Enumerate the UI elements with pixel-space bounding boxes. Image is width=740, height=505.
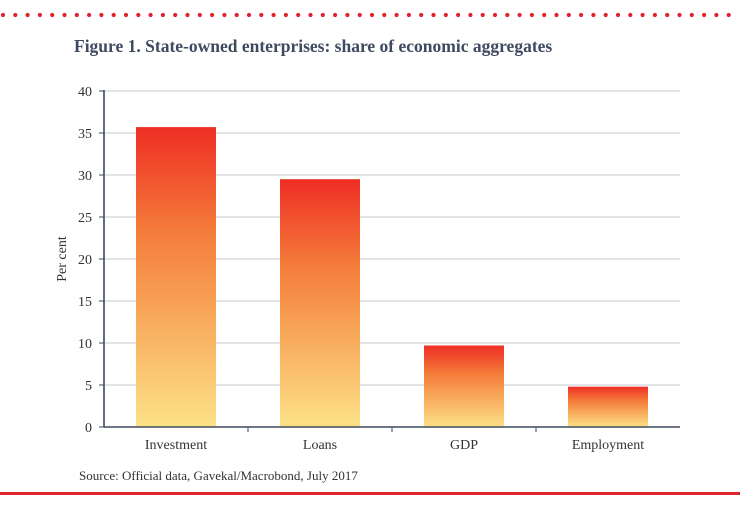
border-dot xyxy=(173,12,178,18)
border-dot xyxy=(726,12,731,18)
border-dot xyxy=(148,12,153,18)
border-dot xyxy=(74,12,79,18)
border-dot xyxy=(456,12,461,18)
border-dot xyxy=(259,12,264,18)
border-dot xyxy=(62,12,67,18)
border-dot xyxy=(136,12,141,18)
border-dot xyxy=(37,12,43,18)
border-dot xyxy=(492,12,498,18)
border-dot xyxy=(357,12,362,18)
border-dot xyxy=(222,12,227,18)
border-dot xyxy=(714,12,719,18)
border-dot xyxy=(111,12,116,18)
border-dot xyxy=(25,12,30,18)
bottom-rule xyxy=(0,492,740,495)
border-dot xyxy=(87,12,92,18)
border-dot xyxy=(542,12,547,18)
border-dot xyxy=(123,12,129,18)
x-tick-label: GDP xyxy=(450,438,478,453)
bar-investment xyxy=(136,127,216,427)
y-tick-label: 20 xyxy=(78,253,92,268)
border-dot xyxy=(554,12,559,18)
bar-gdp xyxy=(424,345,504,427)
border-dot xyxy=(591,12,596,18)
border-dot xyxy=(296,12,301,18)
border-dot xyxy=(382,12,387,18)
border-dot xyxy=(345,12,350,18)
border-dot xyxy=(566,12,571,18)
border-dot xyxy=(628,12,633,18)
y-tick-label: 15 xyxy=(78,295,92,310)
border-dot xyxy=(308,12,313,18)
y-tick-label: 0 xyxy=(85,421,92,436)
bar-chart: 0 5 10 15 20 25 30 35 40 Investment Loans GDP Employ… xyxy=(55,85,680,453)
border-dot xyxy=(652,12,658,18)
border-dot xyxy=(406,12,411,18)
y-tick-label: 30 xyxy=(78,169,92,184)
chart-title: Figure 1. State-owned enterprises: share… xyxy=(74,36,553,56)
border-dot xyxy=(320,12,325,18)
border-dot xyxy=(419,12,424,18)
border-dot xyxy=(603,12,608,18)
border-dot xyxy=(13,12,18,18)
border-dot xyxy=(677,12,682,18)
border-dot xyxy=(333,12,338,18)
axes xyxy=(99,90,680,432)
x-tick-label: Investment xyxy=(145,438,207,453)
border-dot xyxy=(394,12,399,18)
y-tick-label: 10 xyxy=(78,337,92,352)
axis-labels: 0 5 10 15 20 25 30 35 40 Investment Loans GDP Employ… xyxy=(55,85,644,453)
border-dot xyxy=(99,12,104,18)
bar-employment xyxy=(568,386,648,427)
bar-loans xyxy=(280,179,360,427)
y-tick-label: 25 xyxy=(78,211,92,226)
border-dot xyxy=(517,12,522,18)
border-dot xyxy=(443,12,448,18)
dotted-top-border xyxy=(0,12,731,18)
border-dot xyxy=(615,12,621,18)
source-note: Source: Official data, Gavekal/Macrobond… xyxy=(79,468,358,483)
border-dot xyxy=(529,12,535,18)
x-tick-label: Employment xyxy=(572,438,644,453)
y-axis-title: Per cent xyxy=(55,236,70,282)
border-dot xyxy=(160,12,165,18)
border-dot xyxy=(665,12,670,18)
border-dot xyxy=(50,12,55,18)
border-dot xyxy=(369,12,375,18)
border-dot xyxy=(640,12,645,18)
border-dot xyxy=(480,12,485,18)
border-dot xyxy=(271,12,276,18)
border-dot xyxy=(283,12,288,18)
x-tick-label: Loans xyxy=(303,438,337,453)
border-dot xyxy=(468,12,473,18)
border-dot xyxy=(702,12,707,18)
bars xyxy=(136,127,648,427)
border-dot xyxy=(185,12,190,18)
border-dot xyxy=(689,12,694,18)
border-dot xyxy=(246,12,252,18)
y-tick-label: 5 xyxy=(85,379,92,394)
border-dot xyxy=(431,12,436,18)
border-dot xyxy=(0,12,6,18)
border-dot xyxy=(210,12,215,18)
y-tick-label: 40 xyxy=(78,85,92,100)
border-dot xyxy=(505,12,510,18)
y-tick-label: 35 xyxy=(78,127,92,142)
border-dot xyxy=(234,12,239,18)
border-dot xyxy=(579,12,584,18)
border-dot xyxy=(197,12,202,18)
